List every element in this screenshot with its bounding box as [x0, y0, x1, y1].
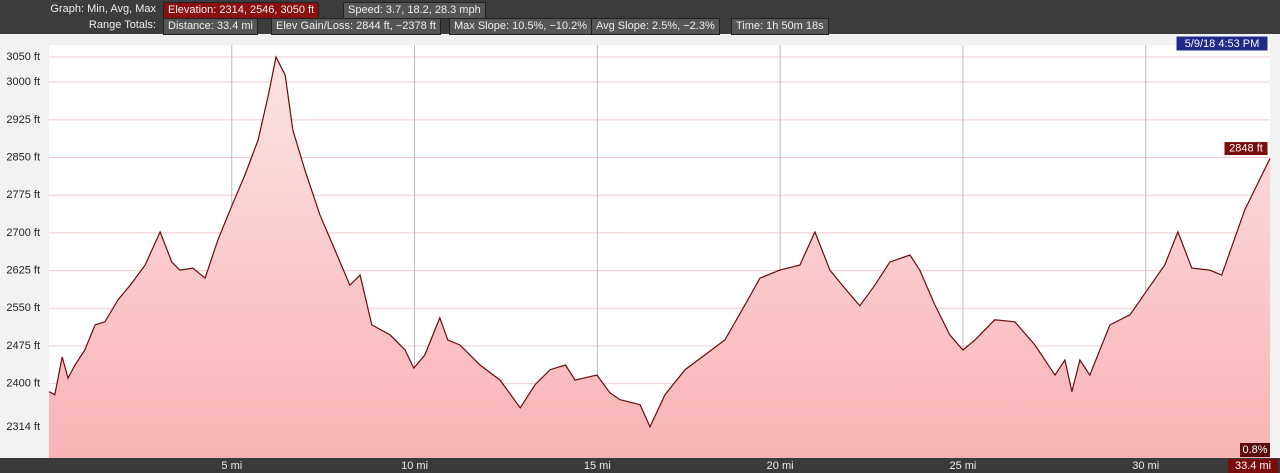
- speed-box: Speed: 3.7, 18.2, 28.3 mph: [343, 2, 486, 19]
- end-label: 2848 ft: [1229, 142, 1263, 154]
- x-tick-label: 5 mi: [221, 460, 242, 472]
- slope-label: 0.8%: [1242, 444, 1267, 456]
- header: Graph: Min, Avg, Max Elevation: 2314, 254…: [0, 0, 1280, 35]
- y-tick-label: 2925 ft: [6, 114, 40, 126]
- range-label: Range Totals:: [88, 19, 156, 31]
- y-tick-label: 2700 ft: [6, 227, 40, 239]
- timestamp-bg: [1175, 35, 1269, 52]
- total-box: Elev Gain/Loss: 2844 ft, −2378 ft: [271, 18, 441, 35]
- elevation-line: [48, 55, 1271, 429]
- x-tick-label: 30 mi: [1132, 460, 1159, 472]
- elevation-box: Elevation: 2314, 2546, 3050 ft: [163, 2, 320, 19]
- y-tick-label: 2314 ft: [6, 421, 40, 433]
- x-axis-strip: [0, 458, 1280, 473]
- x-tick-label: 15 mi: [584, 460, 611, 472]
- total-box: Time: 1h 50m 18s: [731, 18, 829, 35]
- y-tick-label: 2775 ft: [6, 189, 40, 201]
- end-label-bg: [1223, 141, 1269, 157]
- total-box: Distance: 33.4 mi: [163, 18, 258, 35]
- total-box: Max Slope: 10.5%, −10.2%: [449, 18, 592, 35]
- x-tick-label: 20 mi: [767, 460, 794, 472]
- x-end-label: 33.4 mi: [1235, 460, 1271, 472]
- area-fill: [49, 57, 1270, 458]
- y-tick-label: 3000 ft: [6, 76, 40, 88]
- x-end-bg: [1228, 459, 1278, 473]
- timestamp: 5/9/18 4:53 PM: [1185, 38, 1260, 50]
- y-tick-label: 2400 ft: [6, 378, 40, 390]
- y-tick-label: 3050 ft: [6, 51, 40, 63]
- slope-bg: [1240, 443, 1270, 457]
- y-tick-label: 2475 ft: [6, 340, 40, 352]
- y-tick-label: 2625 ft: [6, 264, 40, 276]
- x-tick-label: 25 mi: [949, 460, 976, 472]
- total-box: Avg Slope: 2.5%, −2.3%: [591, 18, 720, 35]
- graph-label: Graph: Min, Avg, Max: [50, 3, 156, 15]
- x-tick-label: 10 mi: [401, 460, 428, 472]
- y-tick-label: 2550 ft: [6, 302, 40, 314]
- y-tick-label: 2850 ft: [6, 151, 40, 163]
